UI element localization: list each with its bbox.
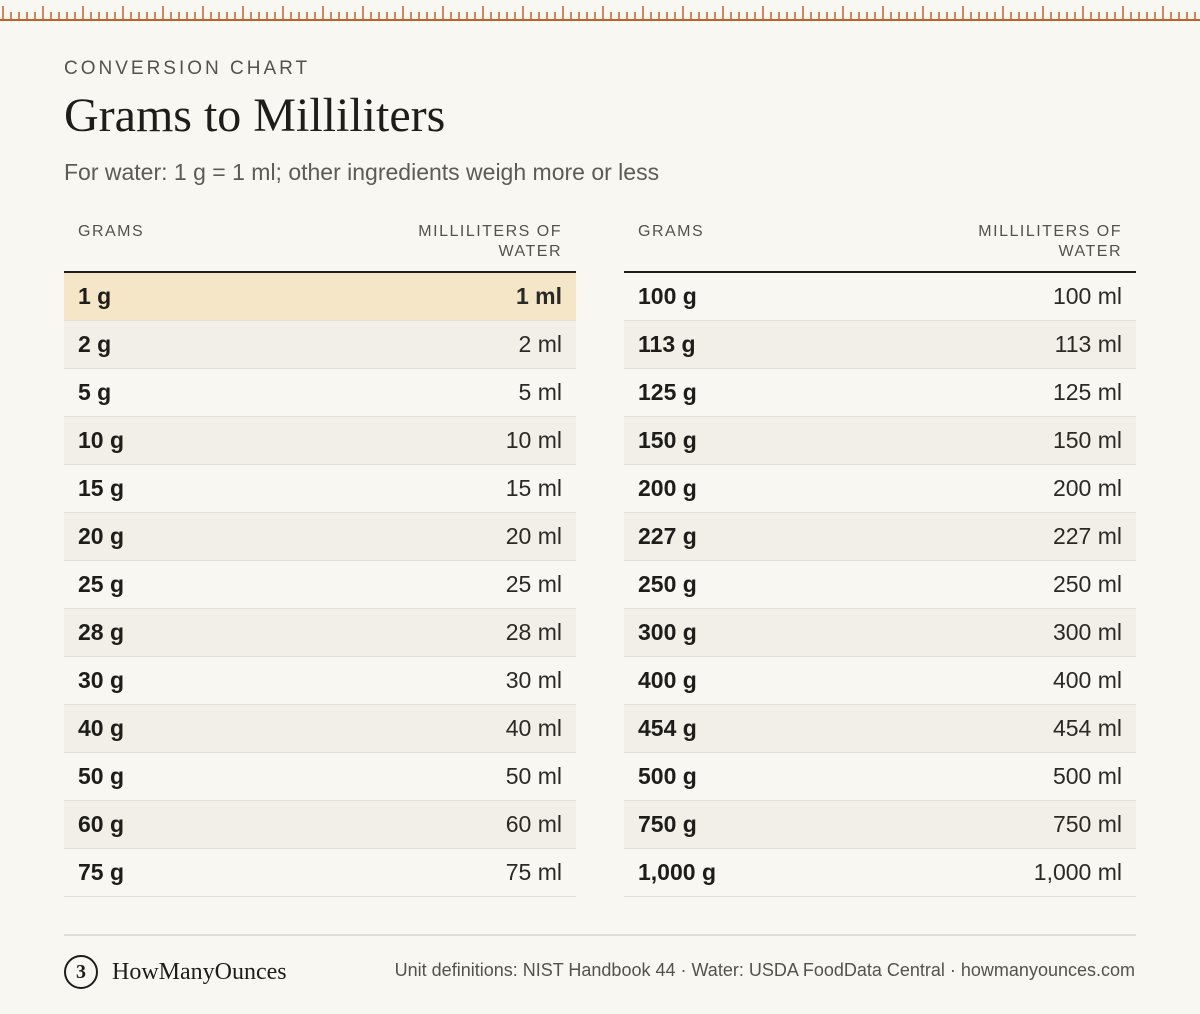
grams-cell: 10 g [78,427,125,453]
grams-cell: 75 g [78,859,125,885]
grams-cell: 300 g [638,619,697,645]
grams-cell: 30 g [78,667,125,693]
ml-cell: 113 ml [1054,331,1122,357]
ml-cell: 1 ml [515,283,562,309]
table-header: GRAMS MILLILITERS OF WATER [624,222,1136,273]
grams-cell: 113 g [638,331,696,357]
table-row: 227 g 227 ml [624,513,1136,561]
table-body: 1 g 1 ml 2 g 2 ml 5 g 5 ml 10 g 10 ml 15 g 15 ml 2… [64,273,576,897]
footer-divider [64,934,1136,936]
table-row: 10 g 10 ml [64,417,576,465]
ml-cell: 25 ml [505,571,562,597]
ml-cell: 454 ml [1052,715,1122,741]
grams-cell: 50 g [78,763,125,789]
grams-cell: 227 g [638,523,697,549]
grams-cell: 28 g [78,619,125,645]
ml-cell: 20 ml [505,523,562,549]
ml-cell: 227 ml [1052,523,1122,549]
grams-cell: 1,000 g [638,859,716,885]
eyebrow-label: CONVERSION CHART [64,58,311,79]
grams-cell: 15 g [78,475,125,501]
table-row: 50 g 50 ml [64,753,576,801]
table-row: 100 g 100 ml [624,273,1136,321]
ml-cell: 40 ml [505,715,562,741]
column-header-grams: GRAMS [78,223,145,240]
table-row: 400 g 400 ml [624,657,1136,705]
ml-cell: 10 ml [505,427,562,453]
page-subtitle: For water: 1 g = 1 ml; other ingredients… [64,159,660,185]
grams-cell: 500 g [638,763,697,789]
table-row: 40 g 40 ml [64,705,576,753]
ml-cell: 75 ml [505,859,562,885]
grams-cell: 454 g [638,715,697,741]
ml-cell: 200 ml [1052,475,1122,501]
grams-cell: 2 g [78,331,112,357]
conversion-table-left: GRAMS MILLILITERS OF WATER 1 g 1 ml 2 g 2 m… [64,222,576,897]
ruler-decoration [0,6,1200,21]
source-credits: Unit definitions: NIST Handbook 44 · Wat… [394,960,1135,980]
grams-cell: 250 g [638,571,697,597]
table-row: 20 g 20 ml [64,513,576,561]
column-header-ml: MILLILITERS OF WATER [978,223,1122,260]
table-row: 113 g 113 ml [624,321,1136,369]
grams-cell: 100 g [638,283,697,309]
grams-cell: 5 g [78,379,112,405]
table-row: 1,000 g 1,000 ml [624,849,1136,897]
table-row: 300 g 300 ml [624,609,1136,657]
ml-cell: 250 ml [1052,571,1122,597]
ml-cell: 100 ml [1052,283,1122,309]
table-row: 15 g 15 ml [64,465,576,513]
table-header: GRAMS MILLILITERS OF WATER [64,222,576,273]
ml-cell: 400 ml [1052,667,1122,693]
page-title: Grams to Milliliters [64,89,446,142]
table-row: 25 g 25 ml [64,561,576,609]
table-row: 250 g 250 ml [624,561,1136,609]
grams-cell: 20 g [78,523,125,549]
ml-cell: 15 ml [505,475,562,501]
table-row: 750 g 750 ml [624,801,1136,849]
grams-cell: 60 g [78,811,125,837]
table-row: 2 g 2 ml [64,321,576,369]
table-row: 125 g 125 ml [624,369,1136,417]
table-row: 1 g 1 ml [64,273,576,321]
grams-cell: 1 g [78,283,112,309]
table-row: 150 g 150 ml [624,417,1136,465]
table-row: 454 g 454 ml [624,705,1136,753]
grams-cell: 150 g [638,427,697,453]
ml-cell: 50 ml [505,763,562,789]
table-row: 200 g 200 ml [624,465,1136,513]
table-row: 75 g 75 ml [64,849,576,897]
table-row: 5 g 5 ml [64,369,576,417]
ml-cell: 750 ml [1052,811,1122,837]
table-row: 28 g 28 ml [64,609,576,657]
grams-cell: 400 g [638,667,697,693]
ml-cell: 60 ml [505,811,562,837]
table-row: 30 g 30 ml [64,657,576,705]
ml-cell: 150 ml [1052,427,1122,453]
ml-cell: 5 ml [518,379,562,405]
conversion-table-right: GRAMS MILLILITERS OF WATER 100 g 100 ml 11… [624,222,1136,897]
grams-cell: 40 g [78,715,125,741]
table-row: 60 g 60 ml [64,801,576,849]
logo-icon: 3 [64,955,98,989]
grams-cell: 125 g [638,379,697,405]
ml-cell: 2 ml [518,331,562,357]
grams-cell: 750 g [638,811,697,837]
column-header-ml: MILLILITERS OF WATER [418,223,562,260]
column-header-grams: GRAMS [638,223,705,240]
ml-cell: 300 ml [1052,619,1122,645]
ml-cell: 28 ml [505,619,562,645]
brand-name: HowManyOunces [112,958,287,985]
ml-cell: 125 ml [1052,379,1122,405]
grams-cell: 25 g [78,571,125,597]
ml-cell: 30 ml [505,667,562,693]
table-row: 500 g 500 ml [624,753,1136,801]
ml-cell: 1,000 ml [1033,859,1122,885]
brand-logo[interactable]: 3 HowManyOunces [64,955,287,989]
grams-cell: 200 g [638,475,697,501]
ml-cell: 500 ml [1052,763,1122,789]
table-body: 100 g 100 ml 113 g 113 ml 125 g 125 ml 150 g 15… [624,273,1136,897]
